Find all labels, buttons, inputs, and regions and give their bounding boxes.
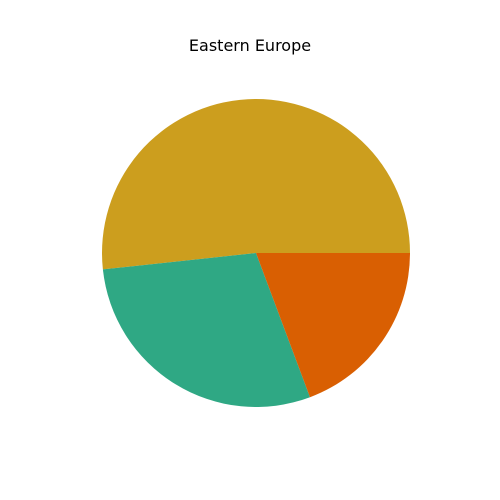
pie-slices	[102, 99, 410, 407]
pie-slice-1	[102, 99, 410, 269]
